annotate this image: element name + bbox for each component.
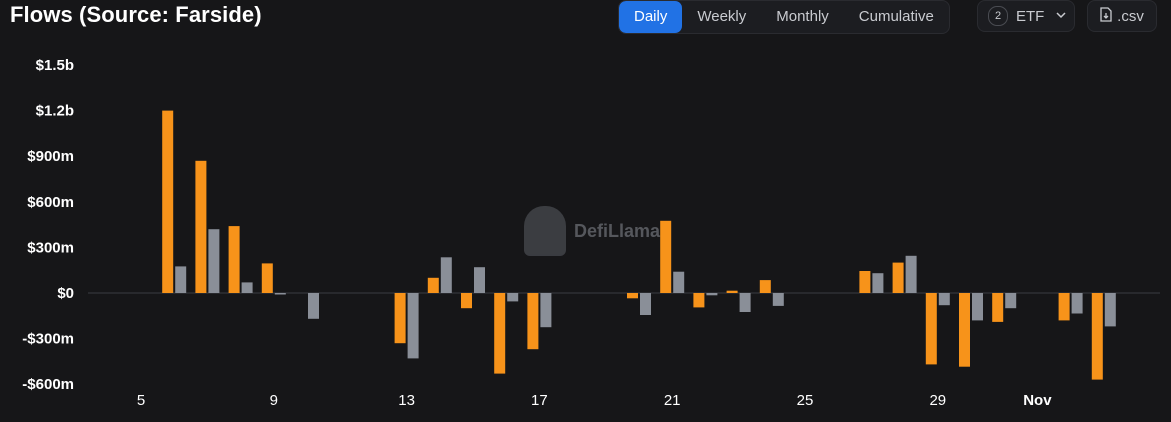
download-file-icon bbox=[1100, 6, 1112, 26]
y-tick-label: $1.2b bbox=[36, 103, 74, 120]
bar-gray-series[interactable] bbox=[772, 293, 784, 306]
bar-gray-series[interactable] bbox=[739, 293, 751, 312]
y-tick-label: $0 bbox=[57, 285, 74, 302]
bar-gray-series[interactable] bbox=[208, 229, 220, 293]
y-tick-label: $1.5b bbox=[36, 57, 74, 74]
bar-orange-series[interactable] bbox=[759, 280, 771, 293]
tab-daily[interactable]: Daily bbox=[619, 1, 683, 33]
bar-orange-series[interactable] bbox=[892, 262, 904, 293]
bar-orange-series[interactable] bbox=[1058, 293, 1070, 321]
bar-gray-series[interactable] bbox=[474, 267, 485, 293]
y-tick-label: $900m bbox=[27, 148, 74, 165]
bar-orange-series[interactable] bbox=[461, 293, 472, 309]
bar-orange-series[interactable] bbox=[925, 293, 937, 365]
bar-orange-series[interactable] bbox=[859, 271, 871, 293]
bar-orange-series[interactable] bbox=[427, 277, 439, 293]
bar-gray-series[interactable] bbox=[308, 293, 319, 319]
bar-orange-series[interactable] bbox=[726, 290, 738, 293]
etf-dropdown[interactable]: 2 ETF bbox=[977, 0, 1075, 32]
bar-gray-series[interactable] bbox=[905, 255, 917, 293]
bar-gray-series[interactable] bbox=[872, 273, 884, 293]
x-tick-label: 25 bbox=[797, 392, 814, 409]
bar-orange-series[interactable] bbox=[627, 293, 638, 299]
bar-orange-series[interactable] bbox=[394, 293, 406, 344]
bar-gray-series[interactable] bbox=[440, 257, 452, 293]
bar-gray-series[interactable] bbox=[640, 293, 651, 315]
bar-orange-series[interactable] bbox=[1091, 293, 1103, 380]
bar-gray-series[interactable] bbox=[1005, 293, 1017, 309]
x-tick-label: 29 bbox=[929, 392, 946, 409]
bar-gray-series[interactable] bbox=[1104, 293, 1116, 327]
y-tick-label: $600m bbox=[27, 194, 74, 211]
download-csv-button[interactable]: .csv bbox=[1087, 0, 1157, 32]
y-tick-label: $300m bbox=[27, 239, 74, 256]
bar-gray-series[interactable] bbox=[706, 293, 718, 296]
bar-gray-series[interactable] bbox=[241, 282, 253, 293]
etf-label: ETF bbox=[1016, 7, 1045, 25]
bar-orange-series[interactable] bbox=[162, 110, 174, 293]
bar-gray-series[interactable] bbox=[274, 293, 286, 295]
bar-orange-series[interactable] bbox=[527, 293, 539, 350]
bar-gray-series[interactable] bbox=[938, 293, 950, 306]
csv-label: .csv bbox=[1117, 7, 1144, 25]
tab-monthly[interactable]: Monthly bbox=[776, 8, 829, 25]
y-tick-label: -$300m bbox=[22, 331, 74, 348]
interval-toggle: Daily Weekly Monthly Cumulative bbox=[618, 0, 950, 34]
y-tick-label: -$600m bbox=[22, 376, 74, 393]
bar-orange-series[interactable] bbox=[228, 226, 240, 293]
etf-count-badge: 2 bbox=[988, 6, 1008, 26]
bar-gray-series[interactable] bbox=[407, 293, 419, 359]
bar-orange-series[interactable] bbox=[261, 263, 273, 293]
bar-orange-series[interactable] bbox=[693, 293, 705, 308]
tab-weekly[interactable]: Weekly bbox=[697, 8, 747, 25]
bar-orange-series[interactable] bbox=[959, 293, 970, 367]
chevron-down-icon bbox=[1056, 10, 1066, 22]
bar-gray-series[interactable] bbox=[507, 293, 519, 302]
x-tick-label: 17 bbox=[531, 392, 548, 409]
bar-gray-series[interactable] bbox=[1071, 293, 1083, 314]
x-tick-label: 21 bbox=[664, 392, 681, 409]
bar-orange-series[interactable] bbox=[494, 293, 506, 374]
bar-orange-series[interactable] bbox=[992, 293, 1004, 322]
bar-gray-series[interactable] bbox=[175, 266, 187, 293]
bar-gray-series[interactable] bbox=[540, 293, 552, 328]
bar-gray-series[interactable] bbox=[673, 271, 685, 293]
tab-cumulative[interactable]: Cumulative bbox=[858, 8, 934, 25]
x-tick-label: 5 bbox=[137, 392, 145, 409]
page-title: Flows (Source: Farside) bbox=[10, 2, 262, 27]
x-tick-label: 9 bbox=[270, 392, 278, 409]
x-tick-label: Nov bbox=[1023, 392, 1052, 409]
bar-gray-series[interactable] bbox=[972, 293, 983, 321]
bar-orange-series[interactable] bbox=[195, 160, 207, 293]
bar-orange-series[interactable] bbox=[660, 220, 672, 293]
x-tick-label: 13 bbox=[398, 392, 415, 409]
